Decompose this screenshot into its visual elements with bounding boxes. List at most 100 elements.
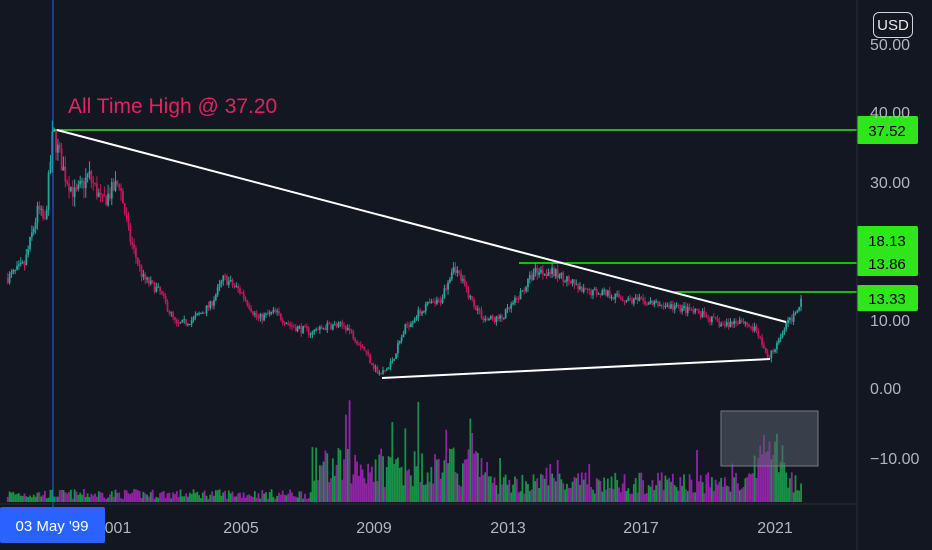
candle-body [506, 307, 509, 310]
level-price-label: 13.86 [868, 256, 906, 273]
volume-bar [226, 498, 228, 502]
volume-bar [389, 457, 392, 502]
candle-body [655, 301, 658, 303]
volume-bar [333, 475, 336, 502]
candle-body [484, 318, 487, 321]
volume-bar [354, 454, 357, 502]
volume-bar [73, 489, 76, 502]
candle-body [84, 177, 87, 189]
volume-bar [530, 489, 533, 502]
volume-bar [688, 474, 691, 502]
volume-bar [402, 485, 405, 502]
volume-bar [187, 496, 189, 502]
volume-bar [75, 491, 78, 502]
candle-body [434, 301, 436, 304]
candle-body [781, 333, 784, 338]
candle-body [785, 323, 788, 330]
candle-body [621, 299, 624, 302]
volume-bar [322, 461, 325, 502]
volume-bar [515, 478, 518, 502]
volume-bar [766, 451, 769, 502]
volume-bar [341, 479, 344, 502]
volume-bar [408, 469, 410, 502]
candle-body [183, 319, 186, 321]
candle-body [402, 334, 405, 338]
candle-body [521, 290, 524, 292]
volume-bar [690, 479, 693, 502]
candle-body [356, 341, 358, 344]
candle-body [12, 270, 15, 273]
trend-layer[interactable] [56, 129, 787, 379]
volume-bar [556, 459, 559, 502]
volume-bar [660, 472, 663, 502]
volume-bar [292, 496, 295, 502]
candle-body [285, 323, 288, 325]
candle-body [164, 296, 167, 302]
candle-body [423, 311, 425, 313]
level-layer[interactable]: 37.52 18.13 13.86 13.33 [53, 116, 918, 311]
volume-bar [38, 492, 41, 502]
candle-body [252, 311, 254, 315]
volume-bar [214, 490, 217, 502]
y-tick-label: 0.00 [870, 381, 901, 398]
candle-body [705, 313, 708, 318]
candle-body [331, 324, 334, 330]
candle-body [645, 304, 648, 306]
candle-body [735, 320, 737, 324]
candle-body [437, 299, 440, 301]
level-badge [857, 116, 918, 144]
volume-bar [248, 494, 251, 502]
candle-body [335, 324, 338, 327]
candle-body [564, 281, 567, 283]
volume-bar [268, 492, 271, 502]
volume-bar [753, 455, 756, 502]
candle-body [580, 286, 583, 293]
volume-bar [623, 474, 626, 502]
candle-body [582, 288, 585, 293]
volume-bar [452, 447, 455, 502]
currency-button[interactable]: USD [873, 12, 913, 38]
candle-body [205, 305, 208, 314]
candle-body [584, 288, 587, 290]
volume-bar [201, 492, 204, 502]
time-axis[interactable]: 001 2005 2009 2013 2017 2021 [105, 520, 793, 537]
ath-annotation: All Time High @ 37.20 [68, 95, 277, 118]
candle-body [287, 323, 290, 325]
candle-body [456, 270, 459, 273]
volume-bar [84, 497, 87, 502]
trendline[interactable] [56, 129, 787, 323]
candle-body [614, 293, 617, 300]
volume-bar [406, 470, 409, 502]
volume-bar [714, 479, 717, 502]
volume-bar [149, 492, 152, 502]
volume-bar [751, 473, 754, 502]
trendline[interactable] [381, 358, 771, 379]
candle-body [38, 205, 41, 210]
volume-bar [367, 463, 370, 502]
volume-bar [218, 489, 221, 502]
volume-bar [213, 495, 215, 502]
candle-body [566, 276, 568, 282]
candle-body [179, 322, 182, 324]
volume-bar [729, 491, 732, 502]
volume-bar [549, 463, 552, 502]
candle-body [631, 299, 633, 304]
volume-bar [148, 496, 150, 502]
candle-body [777, 339, 780, 344]
candle-body [738, 319, 741, 324]
price-axis[interactable]: 50.00 40.00 30.00 10.00 0.00 −10.00 [870, 37, 919, 468]
volume-bar [216, 490, 219, 502]
volume-bar [434, 454, 436, 502]
candle-body [742, 321, 745, 324]
volume-bar [571, 481, 574, 502]
selection-box[interactable] [720, 410, 819, 467]
candle-body [239, 288, 241, 293]
volume-bar [233, 496, 236, 502]
candle-body [538, 272, 540, 275]
candle-body [30, 232, 33, 237]
volume-bar [781, 445, 784, 502]
volume-bar [27, 497, 30, 502]
candle-body [213, 300, 215, 306]
candle-body [571, 279, 574, 284]
